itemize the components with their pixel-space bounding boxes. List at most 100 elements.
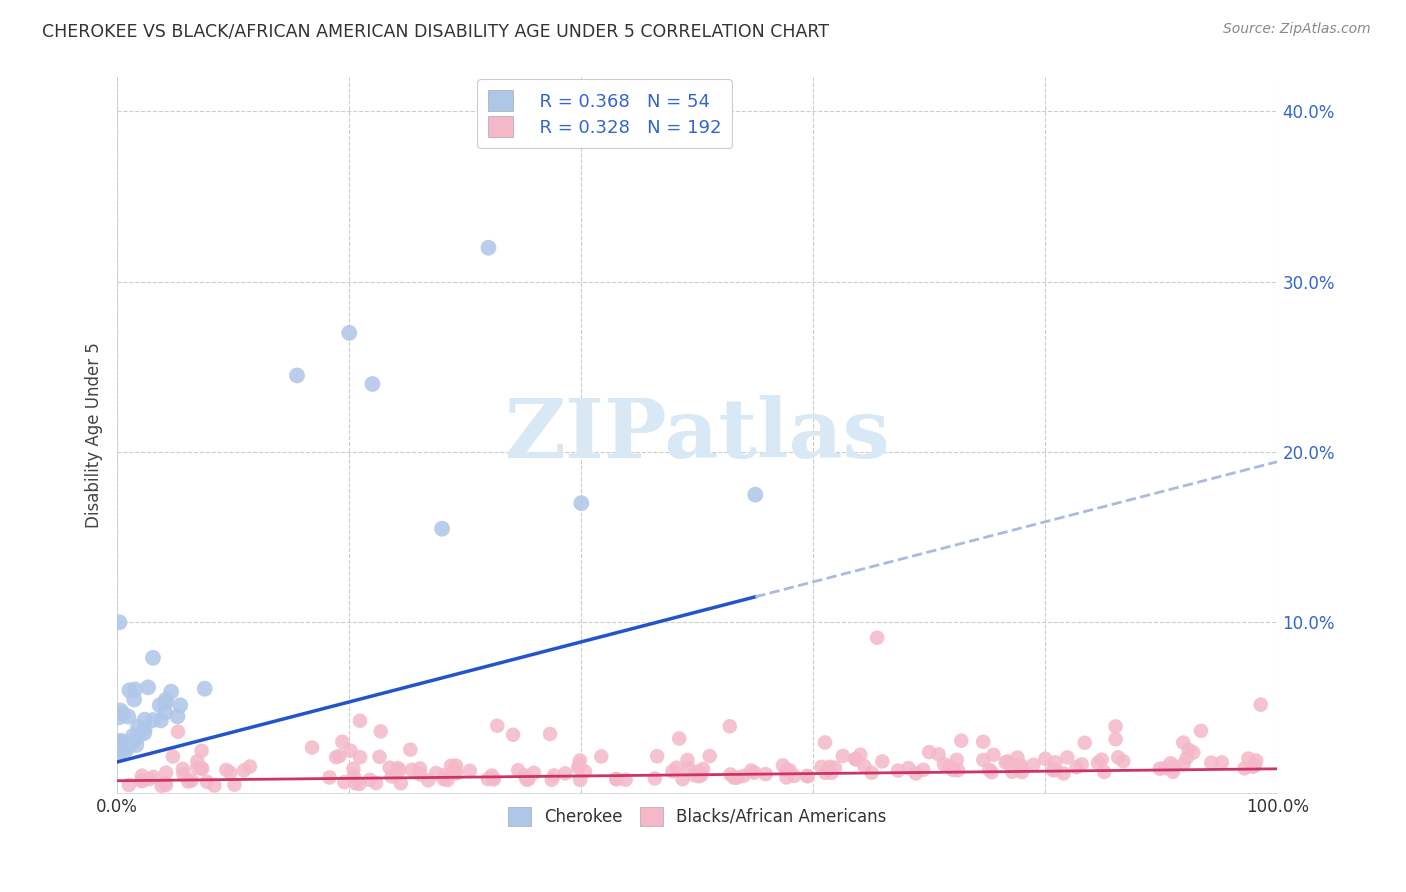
Point xyxy=(136,681,159,695)
Point xyxy=(425,766,447,780)
Point xyxy=(110,734,132,748)
Point xyxy=(897,761,920,775)
Point xyxy=(378,761,401,775)
Point xyxy=(111,706,134,721)
Point xyxy=(1244,754,1267,768)
Point xyxy=(1087,756,1109,770)
Point xyxy=(668,731,690,746)
Point xyxy=(605,772,627,786)
Point xyxy=(108,710,131,724)
Point xyxy=(132,773,155,788)
Point xyxy=(928,747,950,762)
Point xyxy=(725,771,748,785)
Point xyxy=(155,692,177,706)
Point xyxy=(149,698,172,713)
Point xyxy=(337,326,360,340)
Point xyxy=(1104,719,1126,733)
Point xyxy=(173,767,195,781)
Point xyxy=(1042,763,1064,777)
Point xyxy=(458,764,481,778)
Point xyxy=(723,771,745,785)
Point xyxy=(845,752,868,766)
Point xyxy=(186,761,208,775)
Point xyxy=(688,769,710,783)
Point xyxy=(177,774,200,789)
Point xyxy=(1033,752,1056,766)
Point xyxy=(166,709,188,723)
Point xyxy=(513,768,536,782)
Point xyxy=(108,615,131,630)
Point xyxy=(690,768,713,782)
Point xyxy=(481,768,503,782)
Point xyxy=(810,760,832,774)
Point xyxy=(155,696,177,710)
Point xyxy=(820,765,842,780)
Point xyxy=(683,768,706,782)
Point xyxy=(1056,750,1078,764)
Point xyxy=(118,738,141,752)
Point xyxy=(775,771,797,785)
Point xyxy=(678,762,700,776)
Point xyxy=(1066,760,1088,774)
Point xyxy=(1250,698,1272,712)
Point xyxy=(160,684,183,698)
Point xyxy=(1199,756,1222,770)
Point xyxy=(744,488,766,502)
Point xyxy=(482,772,505,787)
Point xyxy=(482,771,505,785)
Point xyxy=(1211,756,1233,770)
Point xyxy=(567,761,589,775)
Point xyxy=(112,742,135,756)
Point xyxy=(153,776,176,790)
Point xyxy=(122,692,145,706)
Point xyxy=(1045,756,1067,770)
Point xyxy=(118,738,141,752)
Point xyxy=(127,730,149,744)
Point xyxy=(127,720,149,734)
Point xyxy=(814,735,837,749)
Point xyxy=(433,772,456,787)
Point xyxy=(111,740,134,755)
Point xyxy=(979,763,1001,777)
Point xyxy=(142,650,165,665)
Point xyxy=(1070,757,1092,772)
Point xyxy=(540,772,562,787)
Point xyxy=(1008,758,1031,772)
Point xyxy=(112,739,135,753)
Point xyxy=(755,767,778,781)
Point xyxy=(110,733,132,747)
Point xyxy=(409,761,432,775)
Point xyxy=(167,724,190,739)
Point xyxy=(508,763,530,777)
Point xyxy=(232,764,254,778)
Point xyxy=(797,769,820,783)
Point xyxy=(1189,723,1212,738)
Point xyxy=(945,753,967,767)
Point xyxy=(912,763,935,777)
Point xyxy=(239,759,262,773)
Point xyxy=(129,774,152,789)
Point xyxy=(190,744,212,758)
Point xyxy=(554,766,576,780)
Point xyxy=(538,727,561,741)
Point xyxy=(605,772,627,787)
Point xyxy=(744,765,766,780)
Point xyxy=(477,772,499,786)
Legend: Cherokee, Blacks/African Americans: Cherokee, Blacks/African Americans xyxy=(499,798,896,834)
Point xyxy=(866,631,889,645)
Point xyxy=(671,772,693,787)
Point xyxy=(918,745,941,759)
Point xyxy=(444,758,467,772)
Point xyxy=(1112,754,1135,768)
Point xyxy=(134,723,156,737)
Point xyxy=(368,749,391,764)
Text: Source: ZipAtlas.com: Source: ZipAtlas.com xyxy=(1223,22,1371,37)
Point xyxy=(1091,753,1114,767)
Point xyxy=(1043,763,1066,777)
Point xyxy=(1001,764,1024,779)
Point xyxy=(155,778,177,792)
Point xyxy=(994,756,1017,770)
Point xyxy=(401,763,423,777)
Point xyxy=(932,757,955,772)
Point xyxy=(523,765,546,780)
